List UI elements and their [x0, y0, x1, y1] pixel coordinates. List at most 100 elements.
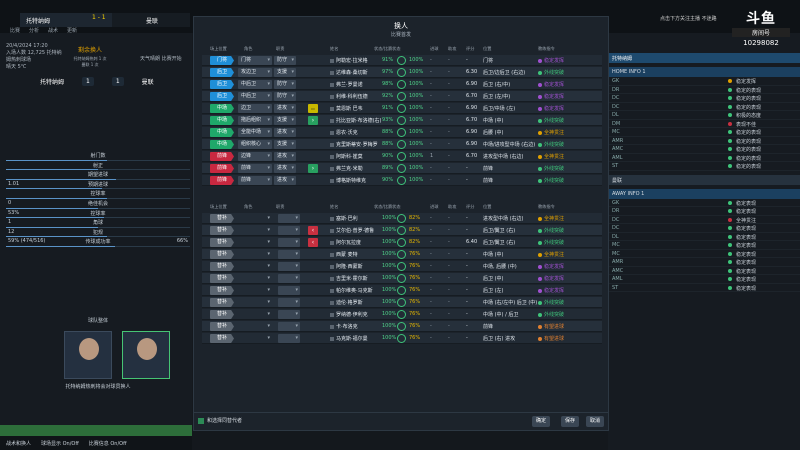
- duty-dropdown[interactable]: [278, 310, 300, 319]
- duty-dropdown[interactable]: [278, 262, 300, 271]
- role-dropdown[interactable]: 中后卫: [238, 92, 272, 101]
- duty-dropdown[interactable]: 支援: [274, 68, 296, 77]
- player-row[interactable]: DM 表现不佳: [608, 120, 800, 128]
- player-name[interactable]: 恩农·沃克: [330, 129, 358, 136]
- coach-instruction[interactable]: 全神贯注: [538, 251, 564, 258]
- player-row[interactable]: DL 稳定表现: [608, 233, 800, 241]
- player-row[interactable]: 替补 马克斯·福尔曼 100% 76% - - - 后卫 (右) 进攻 有望进球: [202, 333, 602, 344]
- player-row[interactable]: AMR 稳定的表现: [608, 137, 800, 145]
- role-dropdown[interactable]: [238, 298, 272, 307]
- sub-out-button[interactable]: ›: [308, 164, 318, 173]
- player-row[interactable]: 替补 卡·布洛克 100% 76% - - - 前锋 有望进球: [202, 321, 602, 332]
- player-name[interactable]: 克里斯蒂安·罗梅罗: [330, 141, 378, 148]
- column-header[interactable]: 角色: [244, 204, 253, 209]
- player-row[interactable]: 替补 西蒙 麦特 100% 76% - - - 中场 (中) 全神贯注: [202, 249, 602, 260]
- column-header[interactable]: 进球: [430, 46, 439, 51]
- coach-instruction[interactable]: 有望进球: [538, 323, 564, 330]
- player-row[interactable]: 替补 阿隆·西蒙斯 100% 76% - - - 中场, 后腰 (中) 稳定发挥: [202, 261, 602, 272]
- player-row[interactable]: 替补 迪伦·格罗斯 100% 76% - - - 中场 (右/左中) 后卫 (中) 外线突破: [202, 297, 602, 308]
- column-header[interactable]: 场上位置: [210, 46, 227, 51]
- role-dropdown[interactable]: [238, 310, 272, 319]
- player-row[interactable]: DC 全神贯注: [608, 216, 800, 224]
- column-header[interactable]: 职责: [276, 204, 285, 209]
- position-tag[interactable]: 替补: [210, 274, 234, 283]
- coach-instruction[interactable]: 全神贯注: [538, 215, 564, 222]
- column-header[interactable]: 评分: [466, 46, 475, 51]
- role-dropdown[interactable]: 拖后组织: [238, 116, 272, 125]
- column-header[interactable]: 教练指令: [538, 46, 555, 51]
- role-dropdown[interactable]: 边锋: [238, 152, 272, 161]
- position-tag[interactable]: 替补: [210, 310, 234, 319]
- position-tag[interactable]: 中场: [210, 104, 234, 113]
- role-dropdown[interactable]: [238, 274, 272, 283]
- column-header[interactable]: 位置: [483, 46, 492, 51]
- role-dropdown[interactable]: [238, 250, 272, 259]
- player-card[interactable]: [122, 331, 170, 379]
- info-toggle[interactable]: 比赛信息 On/Off: [88, 441, 127, 447]
- duty-dropdown[interactable]: [278, 214, 300, 223]
- player-name[interactable]: 达维森·桑切斯: [330, 69, 368, 76]
- player-row[interactable]: MC 稳定的表现: [608, 128, 800, 137]
- position-tag[interactable]: 后卫: [210, 80, 234, 89]
- player-name[interactable]: 帕尔维奥·马克斯: [330, 287, 373, 294]
- home-team-tab[interactable]: 托特纳姆: [20, 13, 132, 27]
- duty-dropdown[interactable]: [278, 238, 300, 247]
- sub-in-button[interactable]: ‹: [308, 226, 318, 235]
- player-name[interactable]: 阿尔瓦拉度: [330, 239, 361, 246]
- coach-instruction[interactable]: 稳定发挥: [538, 263, 564, 270]
- player-name[interactable]: 吉里米·霍尔斯: [330, 275, 368, 282]
- player-name[interactable]: 阿勒宏·拉米格: [330, 57, 368, 64]
- player-row[interactable]: 前锋边锋进攻 阿斯科·崔莫 90% 100% 1 - 6.70 进攻型中场 (右边) 全神贯注: [202, 151, 602, 162]
- column-header[interactable]: 场上位置: [210, 204, 227, 209]
- player-row[interactable]: 替补 罗纳德·伊利克 100% 76% - - - 中场 (中) / 后卫 外线突破: [202, 309, 602, 320]
- tactics-toggle[interactable]: 战术和换人: [6, 441, 32, 447]
- position-tag[interactable]: 替补: [210, 298, 234, 307]
- coach-instruction[interactable]: 稳定发挥: [538, 287, 564, 294]
- player-name[interactable]: 托比亚斯·布洛德(右): [330, 117, 382, 124]
- duty-dropdown[interactable]: 进攻: [274, 176, 296, 185]
- role-dropdown[interactable]: [238, 226, 272, 235]
- player-name[interactable]: 罗纳德·伊利克: [330, 311, 368, 318]
- use-recommended-checkbox[interactable]: 和选择同替代者: [198, 417, 242, 424]
- position-tag[interactable]: 中场: [210, 116, 234, 125]
- position-tag[interactable]: 替补: [210, 322, 234, 331]
- duty-dropdown[interactable]: 支援: [274, 116, 296, 125]
- position-tag[interactable]: 中场: [210, 140, 234, 149]
- duty-dropdown[interactable]: 进攻: [274, 128, 296, 137]
- pitch-toggle[interactable]: 球场显示 On/Off: [41, 441, 79, 447]
- player-row[interactable]: DL 积极的态度: [608, 111, 800, 120]
- role-dropdown[interactable]: 门将: [238, 56, 272, 65]
- player-row[interactable]: GK 稳定发挥: [608, 77, 800, 86]
- sub-nav-item[interactable]: 更新: [67, 28, 78, 34]
- coach-instruction[interactable]: 外线突破: [538, 239, 564, 246]
- coach-instruction[interactable]: 外线突破: [538, 311, 564, 318]
- position-tag[interactable]: 替补: [210, 238, 234, 247]
- column-header[interactable]: 教练指令: [538, 204, 555, 209]
- player-name[interactable]: 阿斯科·崔莫: [330, 153, 363, 160]
- position-tag[interactable]: 前锋: [210, 164, 234, 173]
- cancel-button[interactable]: 取消: [586, 416, 605, 427]
- player-name[interactable]: 西蒙 麦特: [330, 251, 358, 258]
- duty-dropdown[interactable]: [278, 322, 300, 331]
- away-team-tab[interactable]: 曼联: [112, 13, 190, 27]
- duty-dropdown[interactable]: [278, 298, 300, 307]
- player-row[interactable]: 替补 塞斯·巴利 100% 82% - - - 进攻型中场 (右边) 全神贯注: [202, 213, 602, 224]
- coach-instruction[interactable]: 外线突破: [538, 117, 564, 124]
- position-tag[interactable]: 后卫: [210, 92, 234, 101]
- player-name[interactable]: 迪伦·格罗斯: [330, 299, 363, 306]
- coach-instruction[interactable]: 外线突破: [538, 177, 564, 184]
- position-tag[interactable]: 替补: [210, 262, 234, 271]
- column-header[interactable]: 进球: [430, 204, 439, 209]
- player-row[interactable]: AML 稳定的表现: [608, 154, 800, 162]
- position-tag[interactable]: 中场: [210, 128, 234, 137]
- column-header[interactable]: 职责: [276, 46, 285, 51]
- role-dropdown[interactable]: [238, 238, 272, 247]
- coach-instruction[interactable]: 外线突破: [538, 165, 564, 172]
- coach-instruction[interactable]: 外线突破: [538, 299, 564, 306]
